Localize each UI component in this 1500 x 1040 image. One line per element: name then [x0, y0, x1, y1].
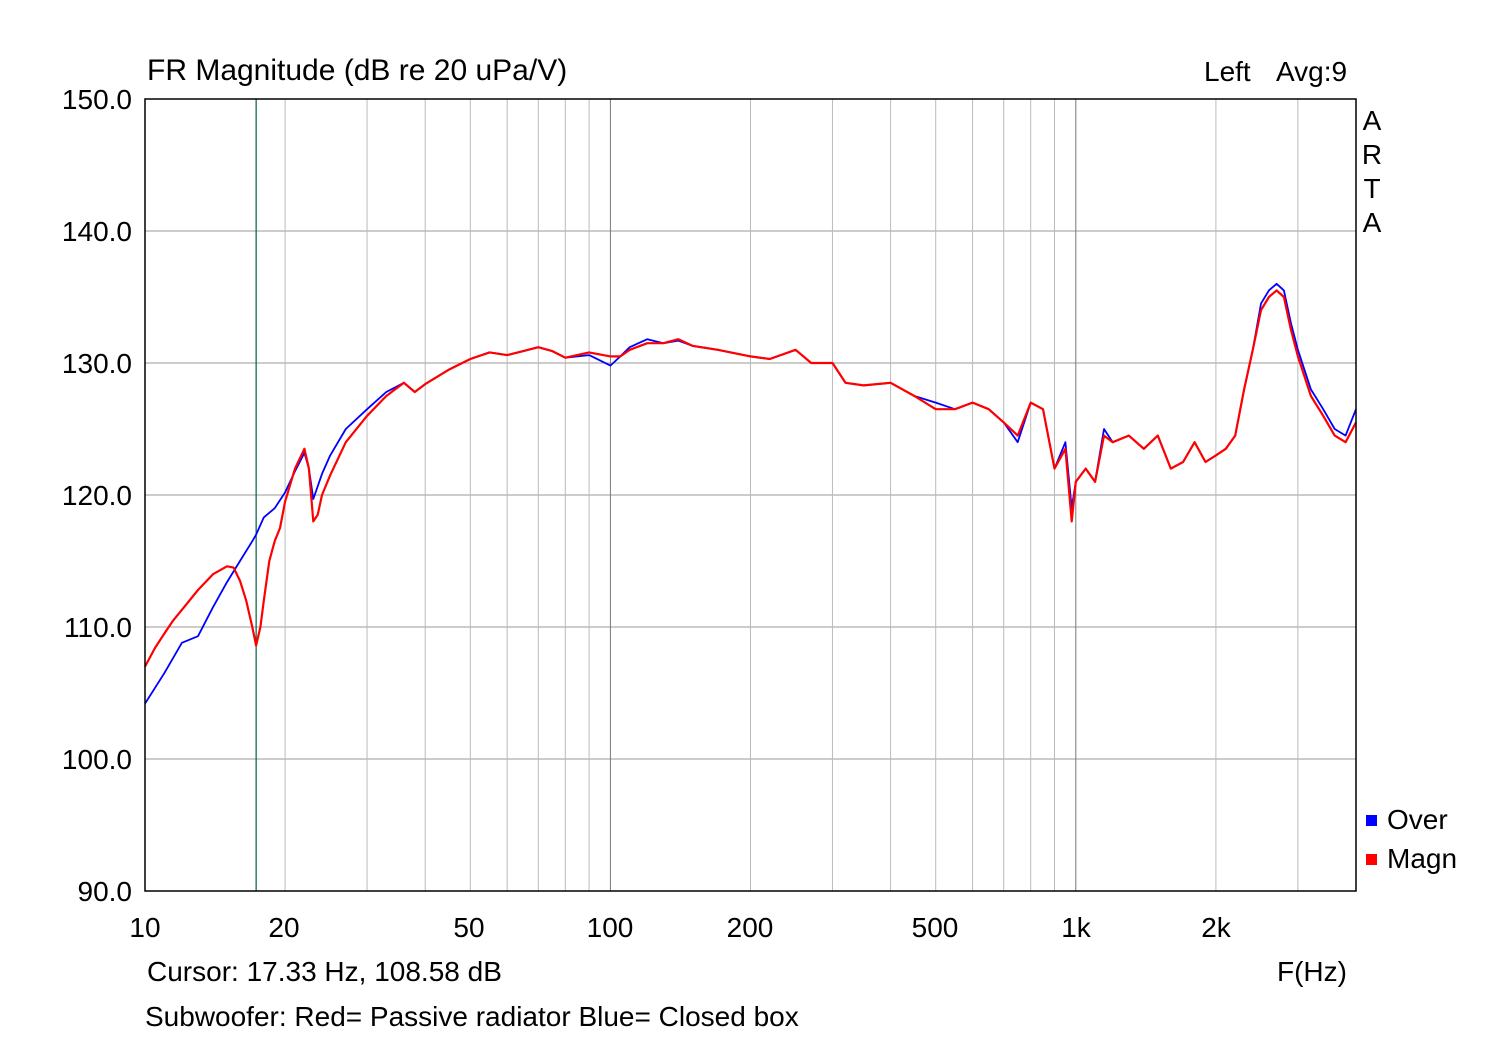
legend-swatch-blue: [1366, 814, 1377, 826]
y-tick-label: 100.0: [61, 744, 132, 775]
brand-letter: A: [1362, 207, 1382, 238]
brand-letter: A: [1362, 105, 1382, 136]
average-label: Avg:9: [1276, 56, 1348, 87]
y-tick-label: 90.0: [77, 876, 133, 907]
grid: [145, 98, 1356, 892]
legend-label: Over: [1387, 804, 1448, 835]
x-tick-label: 100: [586, 912, 634, 943]
y-tick-label: 120.0: [61, 480, 132, 511]
brand-letter: R: [1361, 139, 1383, 170]
brand-logo: A R T A: [1360, 104, 1384, 240]
cursor-readout: Cursor: 17.33 Hz, 108.58 dB: [147, 956, 502, 987]
x-tick-label: 200: [726, 912, 774, 943]
footer-note: Subwoofer: Red= Passive radiator Blue= C…: [145, 1001, 799, 1032]
x-tick-label: 20: [268, 912, 300, 943]
x-tick-label: 2k: [1201, 912, 1231, 943]
y-tick-label: 110.0: [64, 612, 132, 643]
legend-item-magn: Magn: [1366, 843, 1457, 875]
x-tick-label: 50: [453, 912, 485, 943]
chart-title: FR Magnitude (dB re 20 uPa/V): [147, 54, 568, 87]
x-tick-label: 10: [129, 912, 161, 943]
legend-item-over: Over: [1366, 804, 1448, 836]
series-line-magn: [144, 289, 1357, 668]
legend-label: Magn: [1387, 843, 1458, 874]
channel-label: Left: [1204, 56, 1251, 87]
brand-letter: T: [1363, 173, 1381, 204]
x-axis-unit: F(Hz): [1277, 956, 1347, 987]
x-tick-label: 500: [911, 912, 959, 943]
legend-swatch-red: [1366, 853, 1377, 865]
series-layer: [144, 282, 1357, 705]
y-tick-label: 140.0: [61, 216, 132, 247]
y-tick-label: 130.0: [61, 348, 132, 379]
y-tick-label: 150.0: [61, 84, 132, 115]
x-tick-label: 1k: [1061, 912, 1091, 943]
plot-frame: [144, 98, 1357, 892]
